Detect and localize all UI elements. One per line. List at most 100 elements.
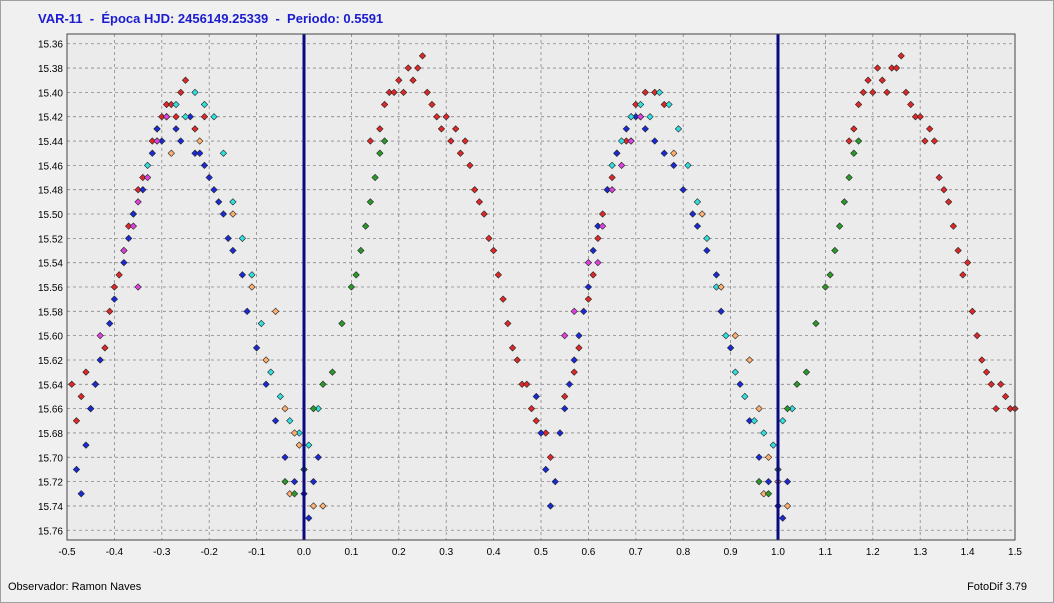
y-tick-label: 15.68 — [38, 429, 63, 440]
data-point — [693, 222, 702, 230]
data-point — [172, 113, 180, 121]
data-point — [854, 100, 863, 109]
data-point — [210, 113, 218, 121]
data-point — [542, 465, 550, 474]
data-point — [167, 149, 175, 157]
data-point — [162, 100, 171, 109]
data-point — [148, 149, 156, 157]
y-tick-label: 15.46 — [38, 161, 63, 172]
data-point — [636, 113, 645, 121]
data-point — [878, 76, 886, 84]
data-point — [731, 368, 739, 376]
x-tick-label: 1.3 — [913, 547, 927, 558]
data-point — [452, 125, 460, 133]
data-point — [153, 125, 161, 133]
data-point — [366, 137, 374, 145]
data-point — [565, 380, 574, 388]
data-point — [328, 368, 337, 376]
data-point — [532, 417, 540, 425]
data-point — [124, 222, 133, 230]
data-point — [319, 380, 327, 388]
data-point — [660, 100, 668, 109]
data-point — [82, 441, 90, 449]
data-point — [376, 125, 384, 133]
data-point — [371, 173, 379, 182]
data-point — [200, 100, 209, 109]
data-point — [779, 514, 787, 522]
data-point — [845, 137, 853, 145]
data-point — [229, 210, 237, 218]
data-point — [641, 125, 649, 133]
data-point — [200, 161, 209, 169]
data-point — [883, 88, 891, 97]
data-point — [840, 198, 848, 206]
data-point — [77, 392, 85, 401]
data-point — [366, 198, 374, 206]
data-point — [290, 429, 299, 437]
data-point — [551, 477, 559, 486]
data-point — [271, 417, 280, 425]
data-point — [949, 222, 958, 230]
data-point — [546, 502, 555, 510]
data-point — [575, 344, 583, 352]
data-point — [764, 490, 773, 498]
data-point — [177, 88, 185, 97]
data-point — [433, 113, 441, 121]
data-point — [997, 380, 1005, 388]
data-point — [717, 307, 725, 315]
data-point — [404, 64, 412, 72]
data-point — [608, 173, 616, 182]
data-point — [717, 283, 725, 291]
data-point — [205, 173, 213, 182]
data-point — [959, 271, 967, 279]
data-point — [504, 319, 512, 328]
data-point — [712, 271, 721, 279]
data-point — [87, 405, 95, 413]
data-point — [309, 405, 318, 413]
data-point — [290, 490, 299, 498]
data-point — [361, 222, 370, 230]
data-point — [802, 368, 811, 376]
data-point — [134, 186, 142, 194]
x-tick-label: -0.3 — [153, 547, 171, 558]
data-point — [788, 405, 796, 413]
data-point — [821, 283, 830, 291]
y-tick-label: 15.64 — [38, 380, 63, 391]
data-point — [295, 441, 303, 449]
data-point — [736, 380, 744, 388]
data-point — [191, 88, 199, 97]
data-point — [783, 405, 792, 413]
data-point — [286, 490, 294, 498]
data-point — [414, 64, 422, 72]
data-point — [186, 113, 194, 121]
data-point — [617, 137, 626, 145]
data-point — [584, 295, 593, 303]
data-point — [963, 259, 972, 267]
data-point — [869, 88, 877, 97]
data-point — [764, 453, 773, 461]
data-point — [380, 137, 389, 145]
y-tick-label: 15.58 — [38, 307, 63, 318]
data-point — [172, 100, 180, 109]
data-point — [561, 405, 569, 413]
data-point — [196, 149, 204, 157]
data-point — [570, 307, 578, 315]
data-point — [930, 137, 939, 145]
data-point — [281, 405, 289, 413]
data-point — [281, 477, 289, 486]
data-point — [973, 332, 981, 340]
data-point — [376, 149, 384, 157]
data-point — [632, 100, 640, 109]
x-tick-label: -0.4 — [106, 547, 124, 558]
data-point — [271, 307, 280, 315]
data-point — [319, 502, 327, 510]
data-point — [527, 405, 536, 413]
observer-label: Observador: Ramon Naves — [8, 581, 142, 593]
x-tick-label: -0.5 — [58, 547, 76, 558]
data-point — [447, 137, 455, 145]
data-point — [935, 173, 943, 182]
data-point — [357, 246, 365, 255]
data-point — [485, 234, 493, 242]
data-point — [248, 283, 256, 291]
